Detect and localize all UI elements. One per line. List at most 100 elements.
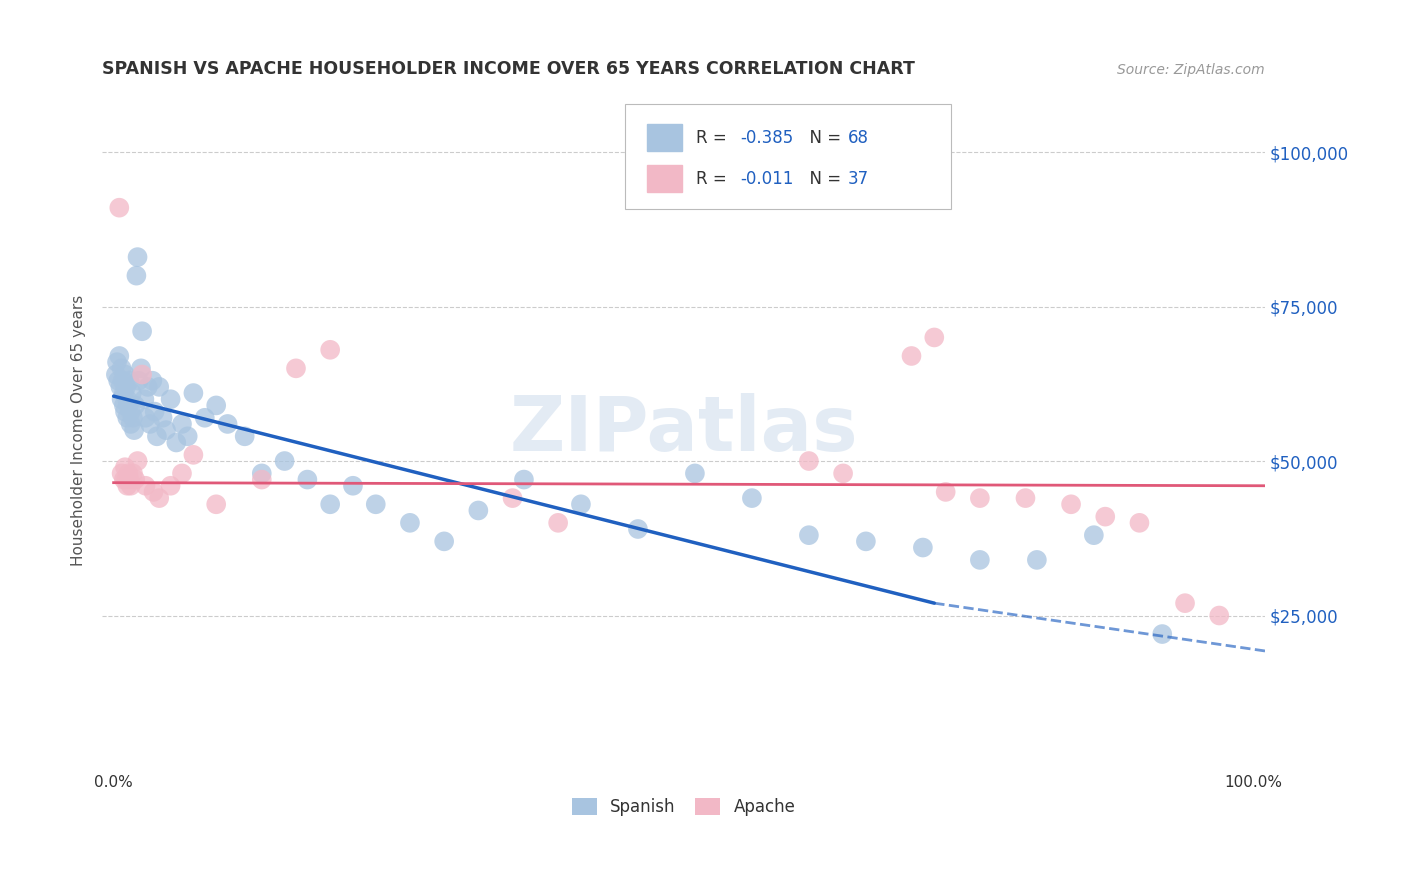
FancyBboxPatch shape	[626, 103, 950, 210]
FancyBboxPatch shape	[648, 124, 682, 152]
Point	[170, 417, 193, 431]
Point	[467, 503, 489, 517]
Point	[797, 454, 820, 468]
Text: R =: R =	[696, 128, 733, 147]
Text: N =: N =	[799, 128, 846, 147]
Point	[797, 528, 820, 542]
Point	[120, 417, 142, 431]
Point	[121, 386, 143, 401]
Point	[170, 467, 193, 481]
Point	[114, 460, 136, 475]
Point	[342, 479, 364, 493]
Point	[165, 435, 187, 450]
Point	[139, 417, 162, 431]
Point	[1128, 516, 1150, 530]
Point	[135, 479, 157, 493]
Point	[128, 374, 150, 388]
Point	[205, 399, 228, 413]
Text: ZIPatlas: ZIPatlas	[509, 393, 858, 467]
Point	[117, 392, 139, 407]
Point	[105, 355, 128, 369]
Point	[433, 534, 456, 549]
Point	[118, 374, 141, 388]
Point	[176, 429, 198, 443]
Point	[110, 392, 132, 407]
Legend: Spanish, Apache: Spanish, Apache	[565, 791, 803, 822]
Point	[297, 473, 319, 487]
Point	[319, 497, 342, 511]
Point	[124, 473, 146, 487]
Point	[1174, 596, 1197, 610]
Point	[125, 268, 148, 283]
Point	[136, 380, 159, 394]
Point	[117, 399, 139, 413]
Point	[108, 201, 131, 215]
Point	[148, 491, 170, 505]
Text: 37: 37	[848, 169, 869, 187]
Point	[285, 361, 308, 376]
Point	[205, 497, 228, 511]
Point	[112, 399, 135, 413]
Point	[104, 368, 127, 382]
Point	[152, 410, 174, 425]
Point	[146, 429, 169, 443]
Point	[547, 516, 569, 530]
Text: -0.011: -0.011	[741, 169, 794, 187]
Point	[900, 349, 922, 363]
Point	[159, 392, 181, 407]
Point	[569, 497, 592, 511]
Point	[114, 368, 136, 382]
Point	[131, 324, 153, 338]
Point	[741, 491, 763, 505]
Point	[110, 380, 132, 394]
Point	[273, 454, 295, 468]
Point	[122, 410, 145, 425]
Point	[233, 429, 256, 443]
Point	[1083, 528, 1105, 542]
Point	[131, 368, 153, 382]
Point	[627, 522, 650, 536]
Point	[122, 423, 145, 437]
Point	[129, 361, 152, 376]
Point	[159, 479, 181, 493]
Point	[112, 386, 135, 401]
Point	[127, 454, 149, 468]
Text: N =: N =	[799, 169, 846, 187]
Point	[120, 404, 142, 418]
Point	[250, 473, 273, 487]
Point	[855, 534, 877, 549]
Point	[117, 410, 139, 425]
Point	[115, 473, 138, 487]
Y-axis label: Householder Income Over 65 years: Householder Income Over 65 years	[72, 294, 86, 566]
Point	[111, 374, 134, 388]
Point	[1208, 608, 1230, 623]
Point	[134, 392, 156, 407]
Text: R =: R =	[696, 169, 738, 187]
Point	[513, 473, 536, 487]
Point	[1060, 497, 1083, 511]
Point	[399, 516, 422, 530]
Point	[117, 479, 139, 493]
Point	[108, 349, 131, 363]
Point	[110, 361, 132, 376]
Point	[1094, 509, 1116, 524]
Point	[117, 467, 139, 481]
Point	[120, 479, 142, 493]
Point	[122, 467, 145, 481]
Point	[922, 330, 945, 344]
Point	[832, 467, 855, 481]
Point	[142, 484, 165, 499]
Point	[250, 467, 273, 481]
Point	[115, 380, 138, 394]
Point	[118, 473, 141, 487]
Point	[911, 541, 934, 555]
Point	[112, 473, 135, 487]
Point	[155, 423, 177, 437]
Text: SPANISH VS APACHE HOUSEHOLDER INCOME OVER 65 YEARS CORRELATION CHART: SPANISH VS APACHE HOUSEHOLDER INCOME OVE…	[103, 60, 915, 78]
Point	[124, 399, 146, 413]
Point	[135, 410, 157, 425]
Point	[1014, 491, 1036, 505]
Text: Source: ZipAtlas.com: Source: ZipAtlas.com	[1118, 62, 1265, 77]
Point	[107, 374, 129, 388]
Point	[114, 404, 136, 418]
